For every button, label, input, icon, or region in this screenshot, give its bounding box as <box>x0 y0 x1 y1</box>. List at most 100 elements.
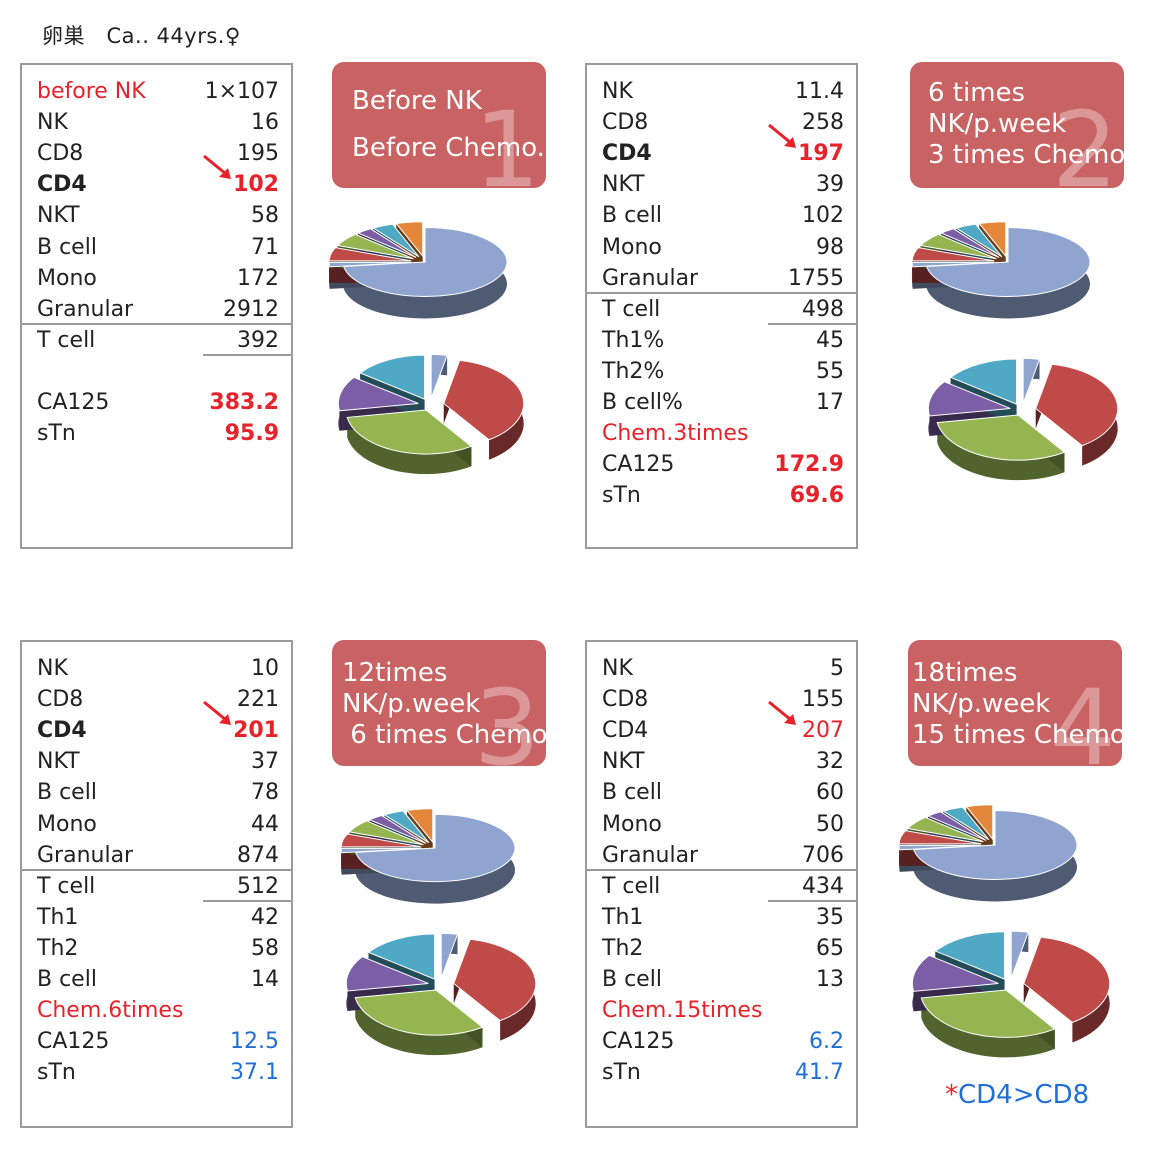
row-label: T cell <box>37 873 96 899</box>
table-row: Chem.6times <box>37 995 279 1026</box>
table-row: T cell 498 <box>602 294 844 325</box>
badge-line: NK/p.week <box>342 689 481 719</box>
table-row: Mono 98 <box>602 232 844 263</box>
table-row: Th2 65 <box>602 933 844 964</box>
panel-1-table: before NK 1×107 NK 16 CD8 195 CD4 102 NKT 58 B cel… <box>20 63 293 549</box>
table-row: B cell 60 <box>602 777 844 808</box>
table-row: CD4 207 <box>602 701 844 746</box>
row-label: sTn <box>37 1060 76 1086</box>
panel-number: 1 <box>473 89 540 188</box>
row-label: CD4 <box>602 718 649 744</box>
row-value: 207 <box>802 718 844 744</box>
table-row: Chem.15times <box>602 995 844 1026</box>
badge-line: 12times <box>342 658 448 688</box>
row-value: 155 <box>802 687 844 713</box>
row-value: 60 <box>816 780 844 806</box>
row-label: CD8 <box>37 687 84 713</box>
badge-line: NK/p.week <box>928 109 1067 139</box>
divider <box>587 869 856 871</box>
row-value: 50 <box>816 811 844 837</box>
row-label: Mono <box>37 265 97 291</box>
table-row: CD8 155 <box>602 684 844 715</box>
footnote-star: * <box>945 1080 958 1110</box>
row-value: 172 <box>237 265 279 291</box>
row-label: CD4 <box>37 718 87 744</box>
row-label: CD8 <box>37 141 84 167</box>
table-row: Th2 58 <box>37 933 279 964</box>
pie-chart-4-bottom <box>911 930 1111 1058</box>
row-value: 71 <box>251 234 279 260</box>
table-row: before NK 1×107 <box>37 76 279 107</box>
row-label: B cell <box>37 780 97 806</box>
table-row: NKT 37 <box>37 746 279 777</box>
panel-4-table: NK 5 CD8 155 CD4 207 NKT 32 B cell 60 Mono 50 Granul… <box>585 640 858 1128</box>
table-row: Mono 50 <box>602 809 844 840</box>
row-value: 39 <box>816 172 844 198</box>
table-row: Th2% 55 <box>602 356 844 387</box>
row-value: 17 <box>816 390 844 415</box>
row-label: Th2% <box>602 358 665 384</box>
table-row: CD4 197 <box>602 124 844 169</box>
table-row: B cell 78 <box>37 777 279 808</box>
pie-chart-3-top <box>340 808 516 904</box>
row-value: 392 <box>237 327 279 353</box>
row-value: 58 <box>251 203 279 229</box>
row-label: Th2 <box>37 935 79 961</box>
table-row: NK 10 <box>37 653 279 684</box>
panel-number: 4 <box>1049 667 1116 766</box>
table-row: CD4 201 <box>37 701 279 746</box>
row-value: 32 <box>816 749 844 775</box>
row-value: 95.9 <box>224 421 279 447</box>
table-row: CA125 12.5 <box>37 1026 279 1057</box>
row-value: 434 <box>802 873 844 899</box>
row-value: 1×107 <box>204 79 279 104</box>
row-label: Granular <box>37 296 134 322</box>
footnote: *CD4>CD8 <box>945 1080 1089 1110</box>
table-row: B cell 71 <box>37 232 279 263</box>
row-label: Th1 <box>37 904 79 930</box>
table-row: NK 5 <box>602 653 844 684</box>
table-row: Granular 874 <box>37 840 279 871</box>
row-value: 498 <box>802 296 844 322</box>
table-row: Mono 172 <box>37 263 279 294</box>
pie-chart-1-bottom <box>337 353 525 475</box>
row-label: Chem.3times <box>602 421 749 447</box>
badge-line: NK/p.week <box>912 689 1051 719</box>
row-label: NK <box>37 110 68 136</box>
row-label: CA125 <box>37 1029 110 1055</box>
divider <box>768 900 856 902</box>
badge-line: Before Chemo. <box>352 133 545 163</box>
row-value: 221 <box>237 687 279 713</box>
row-label: CD8 <box>602 687 649 713</box>
row-label: B cell <box>602 780 662 806</box>
row-value: 16 <box>251 110 279 136</box>
table-row: sTn 37.1 <box>37 1057 279 1088</box>
row-label: Mono <box>602 811 662 837</box>
table-row: T cell 512 <box>37 871 279 902</box>
row-label: Chem.6times <box>37 998 184 1024</box>
row-value: 102 <box>802 203 844 229</box>
row-label: NKT <box>37 203 80 229</box>
row-label: Granular <box>602 265 699 291</box>
row-value: 172.9 <box>774 452 844 478</box>
badge-line: 3 times Chemo. <box>928 140 1124 170</box>
table-row: Th1% 45 <box>602 325 844 356</box>
row-label: sTn <box>37 421 76 447</box>
row-label: sTn <box>602 1060 641 1086</box>
row-value: 78 <box>251 780 279 806</box>
row-value: 55 <box>816 358 844 384</box>
row-value: 6.2 <box>809 1029 844 1055</box>
divider <box>22 869 291 871</box>
table-row: Granular 1755 <box>602 263 844 294</box>
badge-line: 6 times Chemo. <box>342 720 546 750</box>
row-label: CD4 <box>37 172 87 198</box>
row-label: Granular <box>37 842 134 868</box>
row-label: T cell <box>37 327 96 353</box>
table-row: T cell 392 <box>37 325 279 356</box>
pie-chart-3-bottom <box>345 932 537 1056</box>
panel-3-badge: 3 12times NK/p.week 6 times Chemo. <box>332 640 546 766</box>
table-row: NK 16 <box>37 107 279 138</box>
badge-line: 6 times <box>928 78 1026 108</box>
badge-line: 15 times Chemo. <box>912 720 1122 750</box>
row-value: 11.4 <box>795 79 844 104</box>
